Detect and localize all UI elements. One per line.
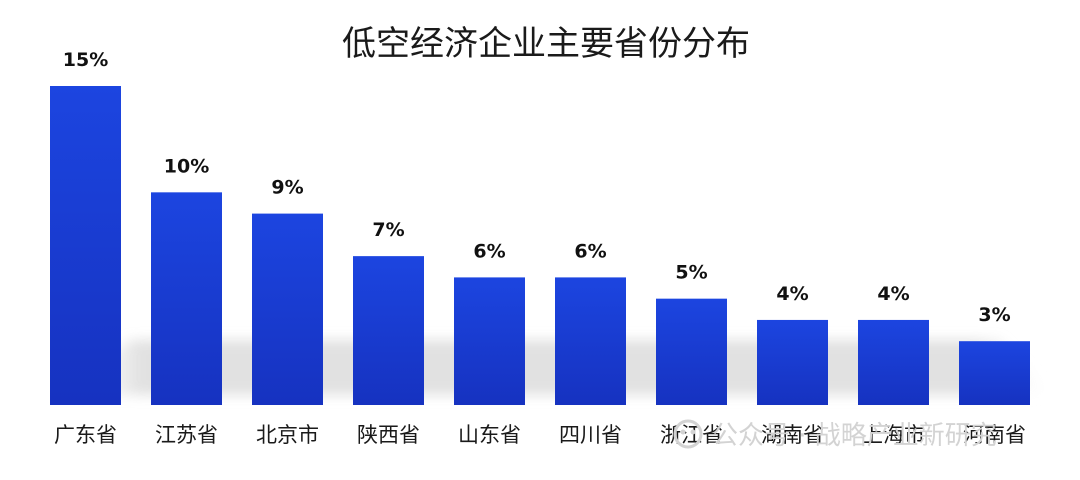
category-label: 山东省 [458,423,521,447]
value-label: 5% [675,262,707,284]
value-label: 4% [877,283,909,305]
category-label: 上海市 [862,423,925,447]
value-label: 4% [776,283,808,305]
category-label: 陕西省 [357,423,420,447]
bar-8 [757,319,828,405]
bar-1 [50,86,121,405]
watermark: 公众号 · 战略产业新研究 [673,419,997,451]
bar-9 [858,319,929,405]
wechat-icon-dot [690,429,696,435]
value-label: 10% [164,155,209,177]
value-label: 7% [372,219,404,241]
bar-2 [151,192,222,405]
value-labels-group: 15% 10% 9% 7% 6% 6% 5% 4% 4% 3% [63,49,1011,326]
category-labels-group: 广东省 江苏省 北京市 陕西省 山东省 四川省 浙江省 湖南省 上海市 河南省 [54,423,1026,447]
bar-7 [656,298,727,405]
category-label: 江苏省 [155,423,218,447]
bar-10 [959,341,1030,405]
category-label: 北京市 [256,423,319,447]
category-label: 广东省 [54,423,117,447]
watermark-text: 公众号 · 战略产业新研究 [712,421,997,451]
wechat-icon [673,419,703,449]
wechat-icon-dot [680,429,686,435]
chart-title: 低空经济企业主要省份分布 [342,24,750,64]
bar-6 [555,277,626,405]
category-label: 四川省 [559,423,622,447]
bar-4 [353,256,424,405]
bar-3 [252,213,323,405]
category-label: 湖南省 [761,423,824,447]
value-label: 6% [574,240,606,262]
bar-5 [454,277,525,405]
value-label: 3% [978,304,1010,326]
value-label: 9% [271,177,303,199]
bars-group [50,86,1030,405]
category-label: 河南省 [963,423,1026,447]
category-label: 浙江省 [660,423,723,447]
value-label: 6% [473,240,505,262]
value-label: 15% [63,49,108,71]
